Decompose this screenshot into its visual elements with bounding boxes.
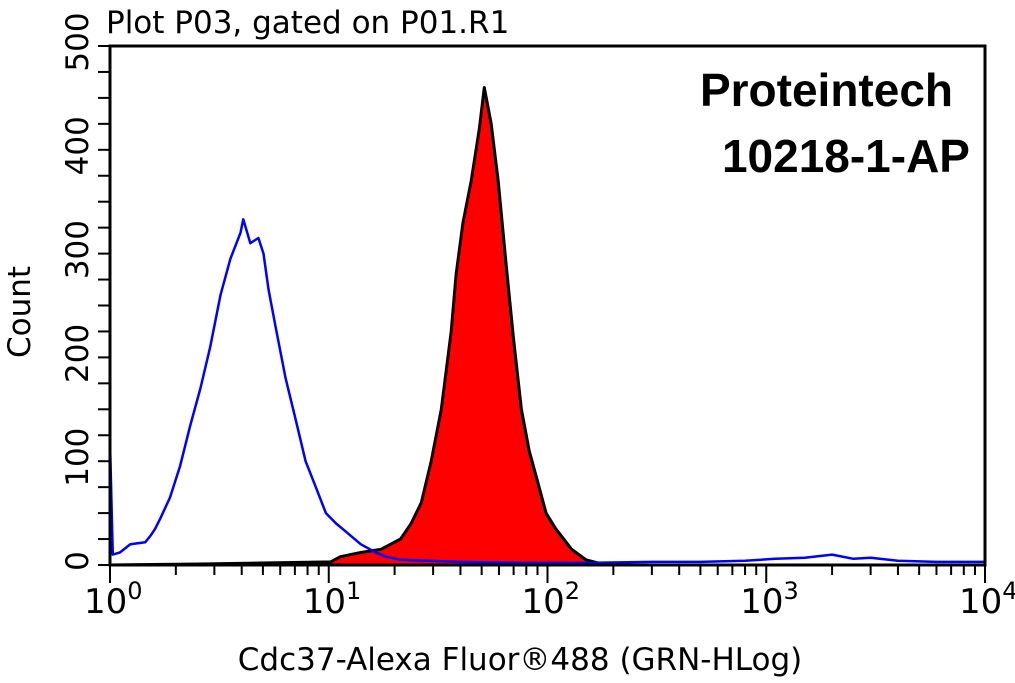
- x-tick-label-exponent: 3: [784, 577, 799, 605]
- x-tick-label-base: 10: [959, 582, 1002, 622]
- histogram-line-control: [108, 218, 985, 565]
- y-tick-label: 500: [60, 12, 96, 71]
- x-tick-label: 101: [303, 577, 362, 622]
- y-axis-label: Count: [2, 266, 38, 358]
- y-tick-label: 400: [60, 116, 96, 175]
- x-tick-label-base: 10: [303, 582, 346, 622]
- x-tick-label: 100: [84, 577, 143, 622]
- plot-area: [108, 44, 987, 567]
- x-axis-label: Cdc37-Alexa Fluor®488 (GRN-HLog): [238, 642, 803, 678]
- y-tick-label: 300: [60, 220, 96, 279]
- x-tick-label-exponent: 2: [565, 577, 580, 605]
- annotation-brand: Proteintech: [700, 64, 953, 116]
- x-axis: 100 101 102 103 104: [84, 565, 1015, 622]
- y-tick-label: 0: [60, 551, 96, 571]
- y-tick-label: 200: [60, 324, 96, 383]
- x-tick-label: 103: [740, 577, 799, 622]
- x-tick-label-exponent: 1: [346, 577, 361, 605]
- histogram-outline-stained: [109, 86, 985, 567]
- x-tick-label-base: 10: [740, 582, 783, 622]
- x-tick-label: 102: [522, 577, 581, 622]
- x-tick-label-exponent: 4: [1002, 577, 1015, 605]
- annotation-catalog-number: 10218-1-AP: [722, 130, 970, 182]
- x-tick-label: 104: [959, 577, 1015, 622]
- y-axis: 0 100 200 300 400 500: [60, 12, 110, 571]
- x-tick-label-base: 10: [84, 582, 127, 622]
- y-tick-label: 100: [60, 428, 96, 487]
- x-tick-label-exponent: 0: [127, 577, 142, 605]
- chart-title: Plot P03, gated on P01.R1: [106, 5, 509, 41]
- plot-frame: [108, 44, 987, 567]
- x-tick-label-base: 10: [522, 582, 565, 622]
